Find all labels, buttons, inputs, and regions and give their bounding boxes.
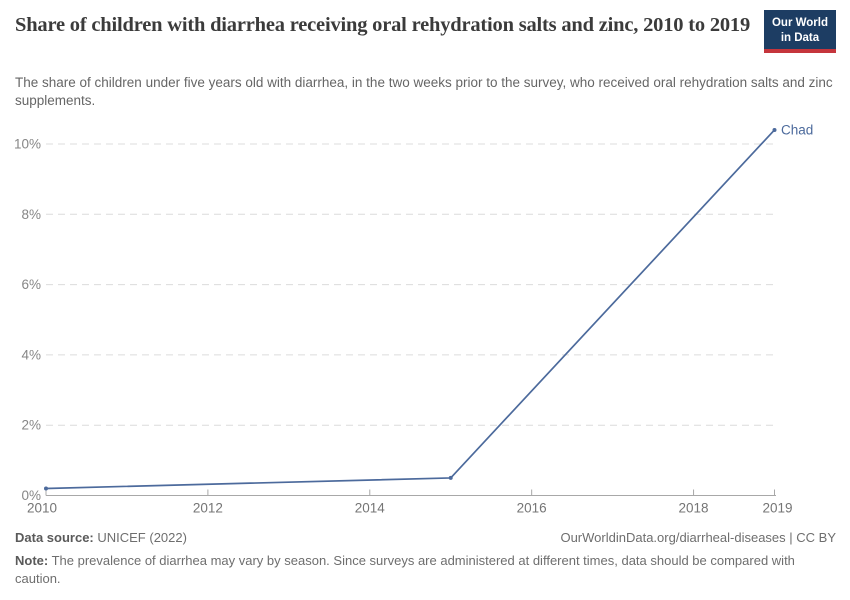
data-series-chad[interactable] — [44, 127, 777, 491]
x-axis-tick-label: 2012 — [193, 501, 223, 516]
footnote: Note: The prevalence of diarrhea may var… — [15, 552, 803, 588]
data-point-marker[interactable] — [44, 486, 48, 491]
footnote-label: Note: — [15, 553, 49, 568]
x-axis-tick-label: 2016 — [517, 501, 547, 516]
y-axis-tick-label: 6% — [21, 277, 41, 292]
owid-logo: Our World in Data — [763, 10, 836, 54]
data-source-label: Data source: — [15, 530, 94, 545]
data-point-marker[interactable] — [772, 127, 777, 132]
gridlines — [46, 143, 776, 426]
x-axis: 2010 2012 2014 2016 2018 2019 — [27, 489, 793, 516]
x-axis-tick-label: 2014 — [355, 501, 386, 516]
y-axis-tick-label: 0% — [21, 488, 41, 503]
y-axis-tick-label: 4% — [21, 347, 41, 362]
footer: Data source: UNICEF (2022) OurWorldinDat… — [15, 530, 836, 545]
logo-text-line2: in Data — [780, 31, 820, 44]
data-line[interactable] — [45, 129, 776, 490]
page-title: Share of children with diarrhea receivin… — [15, 14, 751, 36]
series-label-chad: Chad — [781, 123, 813, 138]
y-axis-labels: 0% 2% 4% 6% 8% 10% — [14, 137, 41, 504]
y-axis-tick-label: 2% — [21, 418, 41, 433]
data-point-marker[interactable] — [448, 475, 453, 480]
line-chart: 0% 2% 4% 6% 8% 10% 2010 2012 2014 2016 2018 2019 C… — [14, 123, 813, 516]
data-source-value: UNICEF (2022) — [93, 530, 187, 545]
x-axis-tick-label: 2010 — [27, 501, 57, 516]
data-source-line: Data source: UNICEF (2022) — [15, 530, 187, 545]
footnote-text: The prevalence of diarrhea may vary by s… — [15, 553, 795, 586]
chart-subtitle: The share of children under five years o… — [15, 75, 833, 108]
y-axis-tick-label: 8% — [21, 207, 41, 222]
x-axis-tick-label: 2019 — [762, 501, 792, 516]
attribution: OurWorldinData.org/diarrheal-diseases | … — [560, 530, 836, 545]
x-axis-tick-label: 2018 — [679, 501, 709, 516]
y-axis-tick-label: 10% — [14, 137, 41, 152]
logo-text-line1: Our World — [771, 17, 828, 29]
